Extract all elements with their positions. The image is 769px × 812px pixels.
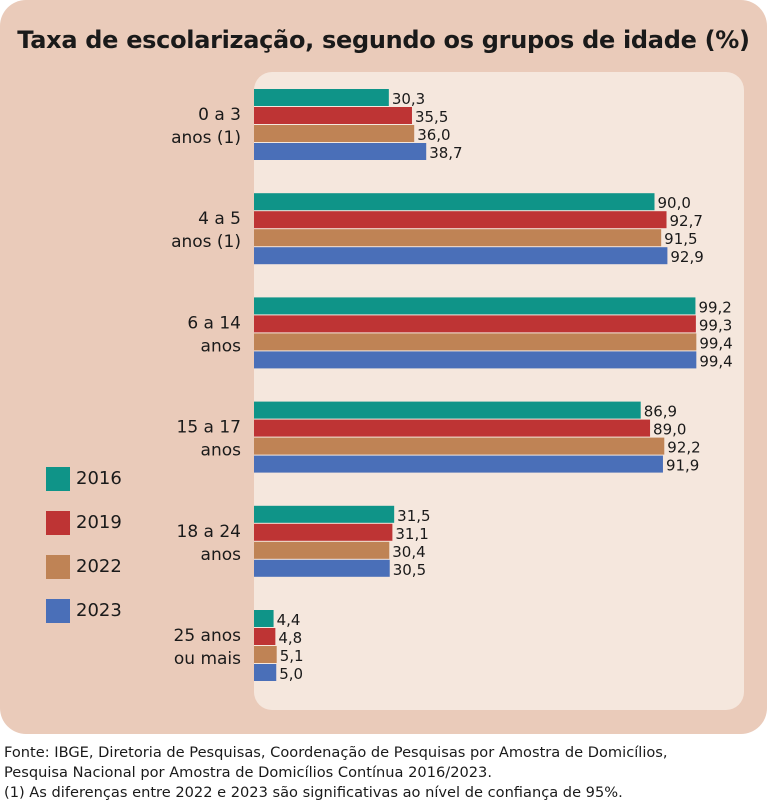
data-label: 92,9 [670, 248, 703, 266]
bar-2016 [254, 89, 389, 106]
bar-2023 [254, 351, 697, 369]
bar-2016 [254, 610, 274, 627]
legend-label-2016: 2016 [76, 468, 122, 489]
bar-2016 [254, 193, 655, 211]
data-label: 99,4 [699, 352, 732, 370]
bar-2019 [254, 419, 651, 437]
bar-2016 [254, 297, 696, 315]
legend-label-2019: 2019 [76, 512, 122, 533]
legend-swatch-2022 [46, 555, 70, 579]
footnote: (1) As diferenças entre 2022 e 2023 são … [4, 784, 623, 801]
data-label: 31,5 [397, 507, 430, 525]
category-label: 6 a 14 anos [187, 313, 241, 356]
data-label: 99,2 [698, 298, 731, 316]
legend-label-2023: 2023 [76, 600, 122, 621]
bar-chart: 0 a 3 anos (1) 30,335,536,038,7 4 a 5 anos (… [171, 89, 733, 683]
data-label: 30,3 [392, 90, 425, 108]
data-label: 30,5 [393, 561, 426, 579]
data-label: 90,0 [658, 194, 691, 212]
data-label: 4,8 [278, 629, 302, 647]
category-label: 25 anos ou mais [174, 626, 242, 669]
bar-2022 [254, 541, 390, 559]
data-label: 38,7 [429, 144, 462, 162]
category-label: 4 a 5 anos (1) [171, 209, 241, 252]
source-line-2: Pesquisa Nacional por Amostra de Domicíl… [4, 764, 492, 781]
bar-2022 [254, 646, 277, 663]
data-label: 5,1 [280, 647, 304, 665]
data-label: 92,2 [667, 439, 700, 457]
data-label: 91,9 [666, 457, 699, 475]
legend-swatch-2019 [46, 511, 70, 535]
bar-2023 [254, 247, 668, 265]
data-label: 5,0 [279, 665, 303, 683]
data-label: 92,7 [670, 212, 703, 230]
chart-title: Taxa de escolarização, segundo os grupos… [17, 26, 750, 54]
data-label: 91,5 [664, 230, 697, 248]
data-label: 99,4 [699, 334, 732, 352]
data-label: 99,3 [699, 316, 732, 334]
bar-2016 [254, 505, 395, 523]
bar-2022 [254, 229, 662, 247]
bar-2022 [254, 437, 665, 455]
bar-2019 [254, 107, 412, 124]
bar-2019 [254, 315, 696, 333]
plot-panel [254, 72, 744, 710]
bar-2023 [254, 143, 427, 160]
bar-2019 [254, 523, 393, 541]
chart-footer: Fonte: IBGE, Diretoria de Pesquisas, Coo… [4, 743, 766, 803]
data-label: 30,4 [392, 543, 425, 561]
bar-2016 [254, 401, 641, 419]
category-label: 18 a 24 anos [177, 522, 242, 565]
bar-2022 [254, 125, 415, 142]
bar-2023 [254, 559, 390, 577]
legend-swatch-2023 [46, 599, 70, 623]
data-label: 4,4 [277, 611, 301, 629]
chart-card: Taxa de escolarização, segundo os grupos… [0, 0, 767, 734]
bar-2023 [254, 455, 663, 473]
bar-2023 [254, 664, 277, 681]
bar-2022 [254, 333, 697, 351]
data-label: 35,5 [415, 108, 448, 126]
bar-2019 [254, 628, 276, 645]
category-label: 15 a 17 anos [177, 418, 242, 461]
source-line-1: Fonte: IBGE, Diretoria de Pesquisas, Coo… [4, 744, 668, 761]
data-label: 31,1 [395, 525, 428, 543]
data-label: 36,0 [417, 126, 450, 144]
data-label: 89,0 [653, 421, 686, 439]
legend-label-2022: 2022 [76, 556, 122, 577]
data-label: 86,9 [644, 403, 677, 421]
bar-2019 [254, 211, 667, 229]
category-label: 0 a 3 anos (1) [171, 105, 241, 148]
legend-swatch-2016 [46, 467, 70, 491]
